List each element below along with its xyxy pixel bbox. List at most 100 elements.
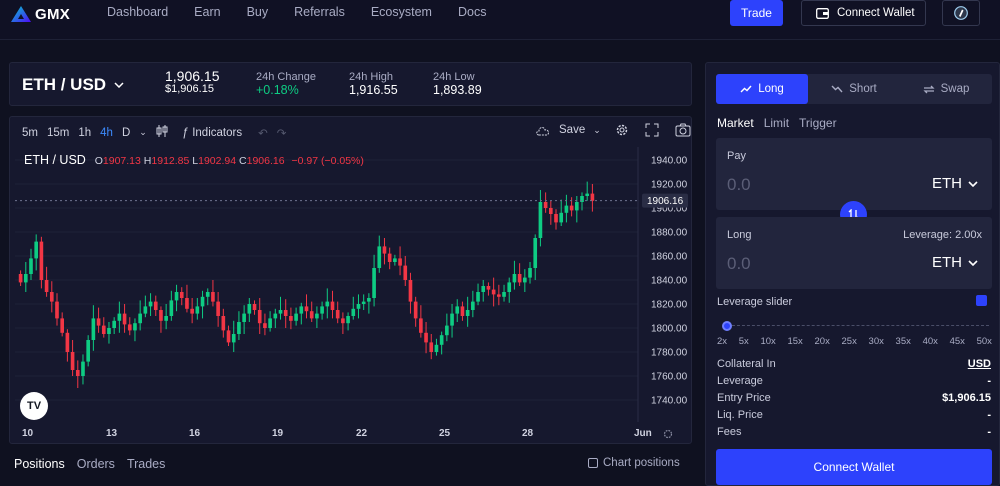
long-box: Long Leverage: 2.00x 0.0 ETH <box>716 217 992 289</box>
market-selector[interactable]: ETH / USD <box>22 75 124 95</box>
candle-body <box>39 241 44 280</box>
slider-mark[interactable]: 10x <box>760 336 776 347</box>
chevron-down-icon <box>968 259 978 266</box>
ticker-bar: ETH / USD 1,906.15 $1,906.15 24h Change … <box>9 62 692 106</box>
candle-body <box>419 318 423 333</box>
nav-referrals[interactable]: Referrals <box>294 5 345 19</box>
candle-body <box>465 310 470 316</box>
chart-positions-label: Chart positions <box>603 457 680 469</box>
collateral-selector[interactable]: USD <box>967 358 991 370</box>
interval-d[interactable]: D <box>121 126 131 139</box>
candle-body <box>273 313 278 319</box>
leverage-slider-handle[interactable] <box>722 321 732 331</box>
indicators-button[interactable]: Indicators <box>192 126 243 139</box>
interval-1h[interactable]: 1h <box>78 126 92 139</box>
timezone-settings-icon[interactable] <box>662 428 674 440</box>
candle-body <box>211 292 215 302</box>
change-label: 24h Change <box>256 71 316 83</box>
pay-label: Pay <box>727 150 746 162</box>
nav-docs[interactable]: Docs <box>457 5 487 19</box>
long-label: Long <box>727 229 752 241</box>
candle-body <box>517 274 522 283</box>
candle-body <box>263 323 267 328</box>
logo[interactable]: GMX <box>10 4 70 24</box>
candle-body <box>55 301 59 319</box>
slider-mark[interactable]: 45x <box>949 336 965 347</box>
save-button[interactable]: Save <box>559 124 586 136</box>
last-price-tag <box>642 193 688 208</box>
detail-label: Collateral In <box>717 358 776 370</box>
order-type-market[interactable]: Market <box>717 116 754 130</box>
pay-token-selector[interactable]: ETH <box>932 175 978 192</box>
candle-body <box>361 301 366 304</box>
price-chart[interactable]: 1940.00 1920.00 1900.00 1880.00 1860.00 1840.… <box>10 117 693 445</box>
trade-button[interactable]: Trade <box>730 0 783 26</box>
low-value: 1,893.89 <box>433 83 482 97</box>
detail-fees: Fees - <box>717 426 991 438</box>
candle-body <box>502 292 506 297</box>
order-type-limit[interactable]: Limit <box>763 116 790 130</box>
nav-dashboard[interactable]: Dashboard <box>107 5 169 19</box>
long-input[interactable]: 0.0 <box>727 254 751 273</box>
nav-buy[interactable]: Buy <box>246 5 269 19</box>
candle-body <box>195 306 200 314</box>
close-value-ohlc: 1906.16 <box>246 155 285 167</box>
settings-gear-icon[interactable] <box>615 123 629 137</box>
tab-orders[interactable]: Orders <box>76 457 115 471</box>
chart-positions-toggle[interactable]: Chart positions <box>588 457 680 469</box>
detail-value: - <box>987 375 991 387</box>
slider-mark[interactable]: 50x <box>976 336 992 347</box>
tradingview-logo[interactable]: TV <box>20 392 48 420</box>
nav-ecosystem[interactable]: Ecosystem <box>370 5 432 19</box>
candle-body <box>289 316 293 321</box>
leverage-slider-track[interactable] <box>727 325 989 327</box>
y-tick-label: 1780.00 <box>651 348 688 359</box>
candle-body <box>538 202 543 238</box>
interval-15m[interactable]: 15m <box>46 126 70 139</box>
save-chevron-icon[interactable]: ⌄ <box>593 124 601 135</box>
interval-4h[interactable]: 4h <box>100 126 113 139</box>
tab-trades[interactable]: Trades <box>126 457 166 471</box>
nav-earn[interactable]: Earn <box>194 5 221 19</box>
fullscreen-icon[interactable] <box>645 123 659 137</box>
pay-input[interactable]: 0.0 <box>727 175 751 194</box>
order-type-trigger[interactable]: Trigger <box>799 116 837 130</box>
interval-5m[interactable]: 5m <box>22 126 38 139</box>
candle-body <box>548 208 553 214</box>
slider-mark[interactable]: 35x <box>895 336 911 347</box>
undo-icon[interactable]: ↶ <box>258 127 268 140</box>
interval-chevron-icon[interactable]: ⌄ <box>139 127 147 137</box>
panel-connect-wallet-button[interactable]: Connect Wallet <box>716 449 992 485</box>
slider-mark[interactable]: 25x <box>841 336 857 347</box>
slider-mark[interactable]: 2x <box>717 336 728 347</box>
wallet-icon <box>816 7 829 19</box>
mode-swap[interactable]: Swap <box>900 74 992 104</box>
candle-body <box>294 313 298 321</box>
candle-body <box>112 320 116 328</box>
connect-wallet-button[interactable]: Connect Wallet <box>801 0 926 26</box>
chevron-down-icon <box>114 82 124 88</box>
long-token-selector[interactable]: ETH <box>932 254 978 271</box>
open-label: O <box>94 155 103 167</box>
slider-mark[interactable]: 20x <box>814 336 830 347</box>
camera-icon[interactable] <box>675 123 691 137</box>
detail-entry-price: Entry Price $1,906.15 <box>717 392 991 404</box>
mode-long[interactable]: Long <box>716 74 808 104</box>
detail-liq-price: Liq. Price - <box>717 409 991 421</box>
slider-mark[interactable]: 40x <box>922 336 938 347</box>
candle-body <box>278 310 283 314</box>
y-tick-label: 1900.00 <box>651 204 688 215</box>
slider-mark[interactable]: 30x <box>868 336 884 347</box>
slider-mark[interactable]: 15x <box>787 336 803 347</box>
candle-body <box>309 311 314 319</box>
slider-mark[interactable]: 5x <box>738 336 749 347</box>
mode-short[interactable]: Short <box>808 74 900 104</box>
network-selector[interactable] <box>942 0 980 26</box>
redo-icon[interactable]: ↷ <box>276 127 287 140</box>
tab-positions[interactable]: Positions <box>14 457 65 471</box>
candle-body <box>372 268 376 298</box>
chart-positions-checkbox[interactable] <box>588 458 598 468</box>
candle-type-icon[interactable] <box>156 124 168 141</box>
leverage-slider-checkbox[interactable] <box>976 295 987 306</box>
candle-body <box>387 253 392 262</box>
